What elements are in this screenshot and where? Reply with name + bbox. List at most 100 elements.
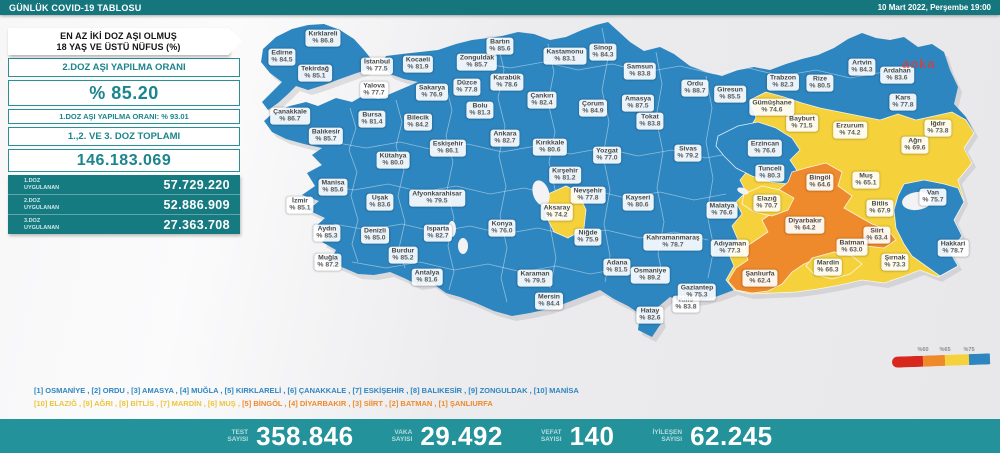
province-label-Yalova: Yalova% 77.7 bbox=[360, 81, 388, 99]
province-label-Kayseri: Kayseri% 80.6 bbox=[622, 193, 654, 211]
dose1-sublabel: UYGULANAN bbox=[24, 184, 60, 191]
province-label-Malatya: Malatya% 76.6 bbox=[706, 201, 738, 219]
province-label-Kars: Kars% 77.8 bbox=[889, 93, 917, 111]
legend-tick-75: %75 bbox=[963, 347, 975, 353]
province-label-Hakkari: Hakkari% 78.7 bbox=[937, 239, 969, 257]
province-label-Bingöl: Bingöl% 64.6 bbox=[806, 173, 834, 191]
province-label-Bolu: Bolu% 81.3 bbox=[466, 101, 494, 119]
province-label-Çankırı: Çankırı% 82.4 bbox=[527, 91, 557, 109]
footer-stats-bar: TEST SAYISI 358.846 VAKA SAYISI 29.492 V… bbox=[0, 419, 1000, 453]
rank-list-bottom-orange: [5] BİNGÖL , [4] DİYARBAKIR , [3] SİİRT … bbox=[242, 399, 493, 408]
province-label-Samsun: Samsun% 83.8 bbox=[623, 62, 657, 80]
top-bar: GÜNLÜK COVID-19 TABLOSU 10 Mart 2022, Pe… bbox=[0, 0, 1000, 15]
legend-segment-red bbox=[891, 355, 924, 368]
province-label-Siirt: Siirt% 63.4 bbox=[863, 226, 891, 244]
province-label-Bayburt: Bayburt% 71.5 bbox=[786, 114, 818, 132]
province-label-Iğdır: Iğdır% 73.8 bbox=[924, 119, 952, 137]
lake-tuz bbox=[532, 180, 550, 206]
legend-segment-blue bbox=[968, 353, 991, 366]
province-label-Erzincan: Erzincan% 76.6 bbox=[747, 139, 783, 157]
province-label-Ağrı: Ağrı% 69.6 bbox=[901, 136, 929, 154]
province-label-Antalya: Antalya% 81.6 bbox=[411, 268, 443, 286]
province-label-Bartın: Bartın% 85.6 bbox=[486, 37, 514, 55]
province-label-Sakarya: Sakarya% 76.9 bbox=[415, 83, 449, 101]
dose2-rate-value: % 85.20 bbox=[8, 80, 240, 106]
banner-line1: EN AZ İKİ DOZ AŞI OLMUŞ bbox=[60, 30, 177, 41]
province-label-Gaziantep: Gaziantep% 75.3 bbox=[677, 283, 717, 301]
province-label-Giresun: Giresun% 85.5 bbox=[714, 85, 746, 103]
rank-list-bottom: [10] ELAZIĞ , [9] AĞRI , [8] BİTLİS , [7… bbox=[34, 399, 493, 408]
footer-stat-recovered: İYİLEŞEN SAYISI 62.245 bbox=[652, 421, 772, 452]
death-sublabel: SAYISI bbox=[540, 436, 562, 443]
recovered-count: 62.245 bbox=[690, 420, 773, 451]
legend-tick-65: %65 bbox=[939, 347, 951, 353]
province-label-Kırşehir: Kırşehir% 81.2 bbox=[549, 166, 581, 184]
province-label-Tokat: Tokat% 83.8 bbox=[636, 112, 664, 130]
dose-row-3: 3.DOZ UYGULANAN 27.363.708 bbox=[8, 215, 240, 234]
rank-list-bottom-yellow: [10] ELAZIĞ , [9] AĞRI , [8] BİTLİS , [7… bbox=[34, 399, 243, 408]
recovered-label: İYİLEŞEN bbox=[652, 428, 683, 436]
province-label-Hatay: Hatay% 82.6 bbox=[636, 306, 664, 324]
dose3-label: 3.DOZ bbox=[24, 218, 41, 224]
page-title: GÜNLÜK COVID-19 TABLOSU bbox=[9, 2, 142, 13]
death-label: VEFAT bbox=[541, 428, 562, 436]
province-label-Ankara: Ankara% 82.7 bbox=[490, 129, 520, 147]
dose1-label: 1.DOZ bbox=[24, 178, 41, 184]
total-doses-label: 1.,2. VE 3. DOZ TOPLAMI bbox=[8, 127, 240, 146]
province-label-Bilecik: Bilecik% 84.2 bbox=[404, 113, 432, 131]
province-label-Kahramanmaraş: Kahramanmaraş% 78.7 bbox=[643, 233, 703, 251]
dose1-count: 57.729.220 bbox=[163, 177, 230, 192]
province-label-Denizli: Denizli% 85.0 bbox=[361, 226, 389, 244]
legend-bar bbox=[891, 353, 994, 368]
test-sublabel: SAYISI bbox=[227, 436, 249, 443]
panel-banner: EN AZ İKİ DOZ AŞI OLMUŞ 18 YAŞ VE ÜSTÜ N… bbox=[8, 28, 242, 55]
province-label-Artvin: Artvin% 84.3 bbox=[848, 58, 876, 76]
anka-watermark: anka bbox=[902, 56, 936, 71]
province-label-Aydın: Aydın% 85.3 bbox=[313, 224, 341, 242]
province-label-Batman: Batman% 63.0 bbox=[836, 238, 868, 256]
province-label-Eskişehir: Eskişehir% 86.1 bbox=[429, 139, 467, 157]
province-label-Konya: Konya% 76.0 bbox=[488, 219, 516, 237]
province-label-Karaman: Karaman% 79.5 bbox=[517, 269, 553, 287]
province-label-Kırklareli: Kırklareli% 86.8 bbox=[305, 29, 341, 47]
province-label-Düzce: Düzce% 77.8 bbox=[453, 78, 481, 96]
case-count: 29.492 bbox=[420, 420, 503, 451]
province-label-Manisa: Manisa% 85.6 bbox=[318, 178, 348, 196]
province-label-Erzurum: Erzurum% 74.2 bbox=[833, 121, 867, 139]
dose3-sublabel: UYGULANAN bbox=[24, 224, 60, 231]
footer-stat-cases: VAKA SAYISI 29.492 bbox=[392, 421, 503, 452]
province-label-Balıkesir: Balıkesir% 85.7 bbox=[308, 127, 344, 145]
province-label-Isparta: Isparta% 82.7 bbox=[423, 224, 453, 242]
province-label-İstanbul: İstanbul% 77.5 bbox=[360, 57, 394, 75]
province-label-Trabzon: Trabzon% 82.3 bbox=[766, 73, 800, 91]
province-label-Bitlis: Bitlis% 67.9 bbox=[866, 199, 894, 217]
province-label-Karabük: Karabük% 78.6 bbox=[490, 73, 524, 91]
death-count: 140 bbox=[569, 420, 615, 451]
dose1-rate-line: 1.DOZ AŞI YAPILMA ORANI: % 93.01 bbox=[8, 109, 240, 124]
province-label-Kastamonu: Kastamonu% 83.1 bbox=[543, 47, 587, 65]
province-label-Nevşehir: Nevşehir% 77.8 bbox=[570, 186, 606, 204]
province-label-Afyonkarahisar: Afyonkarahisar% 79.5 bbox=[409, 189, 465, 207]
rank-list-top: [1] OSMANİYE , [2] ORDU , [3] AMASYA , [… bbox=[34, 386, 579, 395]
dose-rows: 1.DOZ UYGULANAN 57.729.220 2.DOZ UYGULAN… bbox=[8, 175, 240, 234]
province-label-Çanakkale: Çanakkale% 86.7 bbox=[270, 107, 310, 125]
province-label-Elazığ: Elazığ% 70.7 bbox=[753, 194, 781, 212]
recovered-sublabel: SAYISI bbox=[661, 436, 683, 443]
province-label-Şanlıurfa: Şanlıurfa% 62.4 bbox=[742, 269, 778, 287]
case-label: VAKA bbox=[394, 428, 413, 436]
dose2-rate-label: 2.DOZ AŞI YAPILMA ORANI bbox=[8, 58, 240, 77]
lake-beysehir bbox=[458, 238, 468, 254]
legend-segment-yellow bbox=[944, 354, 970, 366]
banner-line2: 18 YAŞ VE ÜSTÜ NÜFUS (%) bbox=[56, 41, 181, 52]
province-label-Mersin: Mersin% 84.4 bbox=[535, 292, 563, 310]
province-label-İzmir: İzmir% 85.1 bbox=[286, 196, 314, 214]
province-label-Sinop: Sinop% 84.3 bbox=[589, 43, 617, 61]
dose-row-1: 1.DOZ UYGULANAN 57.729.220 bbox=[8, 175, 240, 195]
province-label-Şırnak: Şırnak% 73.3 bbox=[881, 253, 909, 271]
province-label-Sivas: Sivas% 79.2 bbox=[674, 144, 702, 162]
test-label: TEST bbox=[231, 428, 249, 436]
province-label-Adana: Adana% 81.5 bbox=[603, 258, 631, 276]
color-legend: %60 %65 %75 bbox=[891, 347, 994, 368]
case-sublabel: SAYISI bbox=[391, 436, 413, 443]
